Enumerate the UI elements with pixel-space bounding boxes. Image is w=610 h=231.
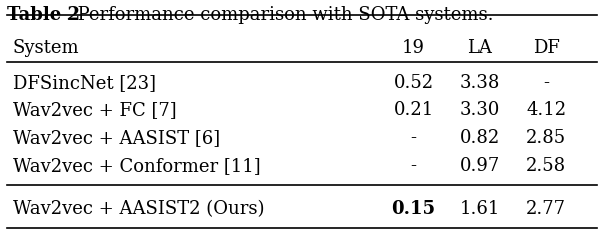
Text: Wav2vec + AASIST2 (Ours): Wav2vec + AASIST2 (Ours)	[13, 200, 264, 217]
Text: -: -	[411, 156, 417, 174]
Text: 2.77: 2.77	[526, 200, 566, 217]
Text: 0.21: 0.21	[393, 101, 434, 119]
Text: DF: DF	[533, 39, 559, 57]
Text: 0.97: 0.97	[460, 156, 500, 174]
Text: -: -	[411, 128, 417, 146]
Text: 1.61: 1.61	[460, 200, 500, 217]
Text: 2.85: 2.85	[526, 128, 566, 146]
Text: 4.12: 4.12	[526, 101, 566, 119]
Text: Wav2vec + FC [7]: Wav2vec + FC [7]	[13, 101, 176, 119]
Text: 3.30: 3.30	[460, 101, 500, 119]
Text: LA: LA	[467, 39, 492, 57]
Text: Table 2: Table 2	[7, 6, 80, 24]
Text: 0.82: 0.82	[460, 128, 500, 146]
Text: 0.15: 0.15	[392, 200, 436, 217]
Text: Wav2vec + Conformer [11]: Wav2vec + Conformer [11]	[13, 156, 260, 174]
Text: DFSincNet [23]: DFSincNet [23]	[13, 73, 156, 91]
Text: Wav2vec + AASIST [6]: Wav2vec + AASIST [6]	[13, 128, 220, 146]
Text: 19: 19	[402, 39, 425, 57]
Text: 0.52: 0.52	[393, 73, 434, 91]
Text: 3.38: 3.38	[460, 73, 500, 91]
Text: 2.58: 2.58	[526, 156, 566, 174]
Text: . Performance comparison with SOTA systems.: . Performance comparison with SOTA syste…	[66, 6, 493, 24]
Text: -: -	[544, 73, 549, 91]
Text: System: System	[13, 39, 79, 57]
